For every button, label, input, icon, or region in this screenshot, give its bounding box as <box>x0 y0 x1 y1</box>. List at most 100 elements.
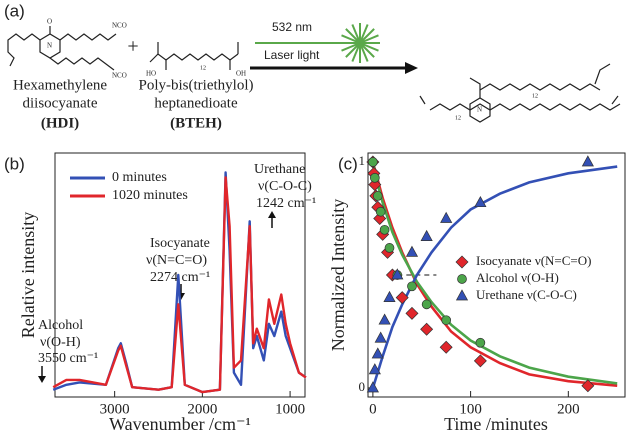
atom-label: 12 <box>532 93 538 99</box>
marker <box>473 354 487 368</box>
marker <box>372 191 383 201</box>
compound-name: heptanedioate <box>154 95 238 111</box>
legend-label: 0 minutes <box>112 170 167 185</box>
legend-marker <box>455 289 469 301</box>
x-tick-label: 0 <box>369 401 377 417</box>
marker <box>378 313 391 325</box>
atom-label: NCO <box>112 22 127 30</box>
marker <box>369 173 380 183</box>
burst-ray <box>359 24 369 44</box>
x-tick-label: 3000 <box>100 401 130 417</box>
marker <box>581 155 594 167</box>
marker <box>405 306 419 320</box>
legend-marker <box>455 255 469 269</box>
atom-label: 12 <box>455 115 461 121</box>
marker <box>384 243 395 253</box>
marker <box>475 337 486 348</box>
arrowhead <box>405 62 418 74</box>
annotation: 1242 cm⁻¹ <box>256 196 316 211</box>
atom-label: NCO <box>112 72 127 80</box>
burst-ray <box>345 28 361 44</box>
marker <box>581 379 595 393</box>
burst-ray <box>359 42 379 52</box>
y-tick-label: 0 <box>359 379 366 394</box>
legend-swatch <box>455 255 469 269</box>
legend-swatch <box>457 274 467 284</box>
laser-label: 532 nm <box>272 20 312 34</box>
panel-label: (b) <box>4 154 25 173</box>
legend-label: 1020 minutes <box>112 188 188 203</box>
legend-label: Isocyanate ν(N=C=O) <box>476 253 591 268</box>
x-tick-label: 100 <box>459 401 482 417</box>
fit-curve <box>371 161 618 385</box>
plot-frame <box>367 152 626 398</box>
laser-label: Laser light <box>264 48 320 62</box>
x-tick-label: 1000 <box>275 401 305 417</box>
product-structure <box>419 63 621 123</box>
marker <box>368 157 378 167</box>
compound-name: diisocyanate <box>23 95 98 111</box>
compound-abbr: (HDI) <box>41 115 79 131</box>
burst-ray <box>359 34 379 44</box>
annotation: Alcohol <box>38 318 83 333</box>
atom-label: N <box>47 42 52 50</box>
marker <box>374 331 387 343</box>
spectrum-line <box>52 171 307 394</box>
x-axis-label: Time /minutes <box>444 414 548 434</box>
x-axis-label: Wavenumber /cm⁻¹ <box>109 414 251 434</box>
annotation: 3550 cm⁻¹ <box>38 351 98 366</box>
legend-swatch <box>455 289 469 301</box>
annotation: ν(O-H) <box>40 335 81 350</box>
x-tick-label: 200 <box>557 401 580 417</box>
atom-label: N <box>477 106 482 114</box>
marker <box>395 291 409 305</box>
atom-label: HO <box>146 70 156 78</box>
burst-ray <box>351 42 361 62</box>
marker <box>375 206 386 217</box>
laser-burst <box>340 23 380 63</box>
annotation: 2274 cm⁻¹ <box>150 270 210 285</box>
y-tick-label: 1 <box>359 153 366 168</box>
legend-label: Urethane ν(C-O-C) <box>476 287 577 302</box>
annotation: Urethane <box>254 162 305 177</box>
arrowhead <box>38 376 46 383</box>
fit-curve <box>371 165 618 389</box>
hdi-structure <box>7 26 117 71</box>
marker <box>407 281 417 292</box>
marker <box>421 299 432 310</box>
annotation: Isocyanate <box>150 236 210 251</box>
marker <box>439 340 453 354</box>
atom-label: O <box>47 18 52 26</box>
spectrum-line <box>52 176 307 394</box>
marker <box>441 315 452 326</box>
marker <box>474 195 487 208</box>
marker <box>366 381 379 393</box>
burst-ray <box>359 42 369 62</box>
burst-ray <box>359 42 375 58</box>
marker <box>379 224 390 235</box>
marker <box>383 290 396 302</box>
compound-name: Poly-bis(triethylol) <box>139 77 254 93</box>
arrowhead <box>268 211 276 218</box>
marker <box>440 211 453 223</box>
burst-ray <box>341 34 361 44</box>
burst-ray <box>359 28 375 44</box>
burst-ray <box>351 24 361 44</box>
bteh-structure <box>149 42 239 70</box>
burst-ray <box>345 42 361 58</box>
atom-label: 12 <box>200 65 206 71</box>
marker <box>405 245 419 257</box>
marker <box>420 322 434 336</box>
atom-label: OH <box>236 70 246 78</box>
plus: + <box>127 36 138 58</box>
marker <box>371 347 384 359</box>
marker <box>368 363 381 375</box>
legend-label: Alcohol ν(O-H) <box>476 270 559 285</box>
legend-marker <box>457 274 467 284</box>
y-axis-label: Normalized Intensity <box>328 199 348 351</box>
burst-ray <box>341 42 361 52</box>
marker <box>391 268 404 280</box>
annotation: ν(C-O-C) <box>258 179 312 194</box>
y-axis-label: Relative intensity <box>18 212 38 338</box>
panel-label: (a) <box>4 1 25 20</box>
